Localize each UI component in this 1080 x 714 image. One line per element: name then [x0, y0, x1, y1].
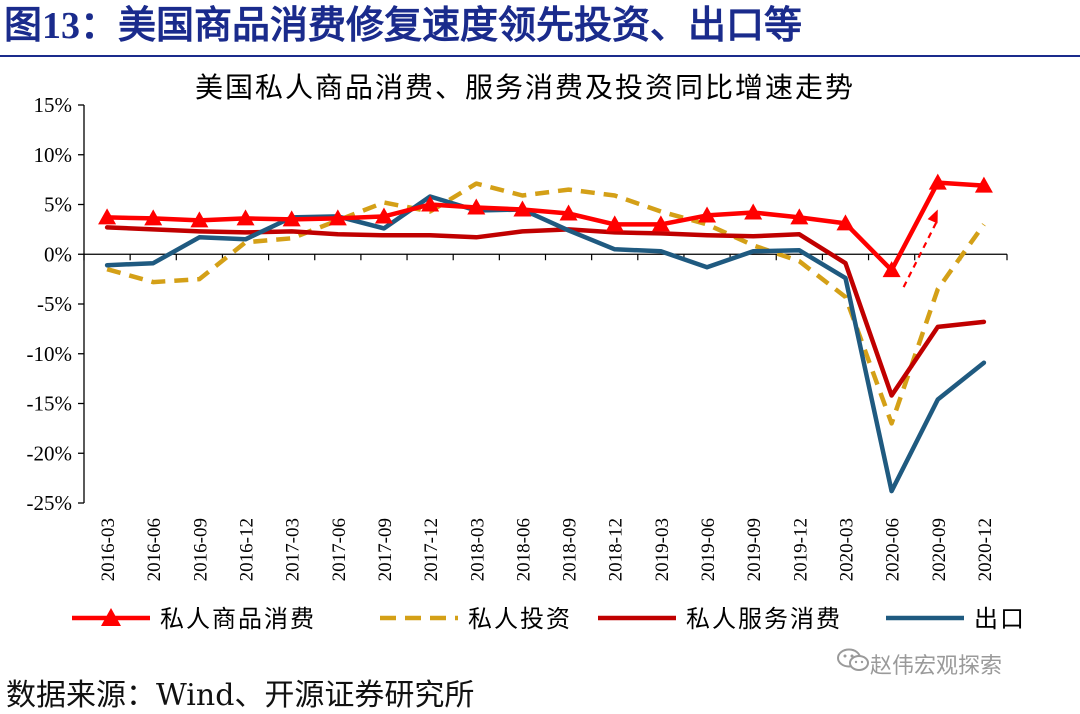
- triangle-marker: [928, 173, 947, 190]
- x-tick-label: 2016-03: [98, 518, 119, 581]
- wechat-icon: [836, 648, 870, 679]
- chart-title: 美国私人商品消费、服务消费及投资同比增速走势: [195, 71, 855, 104]
- triangle-marker: [790, 208, 809, 225]
- triangle-marker: [421, 195, 440, 212]
- triangle-marker: [974, 176, 993, 193]
- x-tick-label: 2017-12: [421, 518, 442, 581]
- y-tick-label: 0%: [44, 242, 72, 266]
- series-line-2: [106, 181, 986, 426]
- series-line-3: [104, 225, 987, 398]
- x-tick-label: 2019-06: [698, 518, 719, 581]
- triangle-marker: [651, 215, 670, 232]
- figure-label: 图13: [4, 5, 81, 47]
- legend-label-2: 私人投资: [468, 605, 572, 633]
- triangle-marker: [467, 198, 486, 215]
- x-tick-label: 2018-06: [513, 518, 534, 581]
- x-tick-label: 2017-09: [375, 518, 396, 581]
- x-tick-label: 2017-03: [283, 518, 304, 581]
- series-line-4: [104, 194, 987, 494]
- x-tick-label: 2019-09: [744, 518, 765, 581]
- legend-triangle-marker: [101, 608, 121, 626]
- y-tick-label: -5%: [37, 292, 72, 316]
- triangle-marker: [236, 209, 255, 226]
- y-tick-label: -25%: [27, 491, 73, 515]
- legend-label-3: 私人服务消费: [686, 605, 842, 633]
- x-tick-label: 2020-12: [975, 518, 996, 581]
- series-line-1: [104, 180, 987, 273]
- x-tick-label: 2020-06: [883, 518, 904, 581]
- triangle-marker: [98, 208, 117, 225]
- recovery-arrow-head: [927, 209, 938, 224]
- figure-title: 图13：美国商品消费修复速度领先投资、出口等: [4, 0, 802, 52]
- triangle-marker: [328, 209, 347, 226]
- x-tick-label: 2020-03: [836, 518, 857, 581]
- y-tick-label: -20%: [27, 441, 73, 465]
- watermark: 赵伟宏观探索: [836, 648, 1002, 680]
- y-tick-label: 15%: [34, 93, 73, 117]
- triangle-marker: [698, 206, 717, 223]
- figure-heading: 美国商品消费修复速度领先投资、出口等: [118, 2, 803, 47]
- figure-title-separator: ：: [80, 2, 119, 47]
- triangle-marker: [744, 203, 763, 220]
- x-tick-label: 2016-06: [144, 518, 165, 581]
- x-tick-label: 2018-03: [467, 518, 488, 581]
- triangle-marker: [144, 209, 163, 226]
- triangle-marker: [559, 204, 578, 221]
- x-tick-label: 2017-06: [329, 518, 350, 581]
- y-tick-label: -10%: [27, 342, 73, 366]
- triangle-marker: [374, 207, 393, 224]
- recovery-arrow-shaft: [902, 218, 939, 288]
- triangle-marker: [513, 200, 532, 217]
- legend-label-4: 出口: [974, 605, 1026, 633]
- x-tick-label: 2020-09: [929, 518, 950, 581]
- title-rule: [0, 55, 1080, 57]
- x-tick-label: 2018-12: [606, 518, 627, 581]
- watermark-text: 赵伟宏观探索: [870, 654, 1003, 679]
- triangle-marker: [836, 214, 855, 231]
- x-tick-label: 2016-12: [237, 518, 258, 581]
- triangle-marker: [282, 210, 301, 227]
- x-tick-label: 2019-12: [790, 518, 811, 581]
- triangle-marker: [190, 211, 209, 228]
- source-note: 数据来源：Wind、开源证券研究所: [6, 678, 475, 713]
- triangle-marker: [882, 261, 901, 278]
- y-tick-label: 5%: [44, 193, 72, 217]
- legend-label-1: 私人商品消费: [160, 605, 316, 633]
- x-tick-label: 2018-09: [560, 518, 581, 581]
- triangle-marker: [605, 215, 624, 232]
- x-tick-label: 2019-03: [652, 518, 673, 581]
- y-tick-label: 10%: [34, 143, 73, 167]
- y-tick-label: -15%: [27, 392, 73, 416]
- x-tick-label: 2016-09: [190, 518, 211, 581]
